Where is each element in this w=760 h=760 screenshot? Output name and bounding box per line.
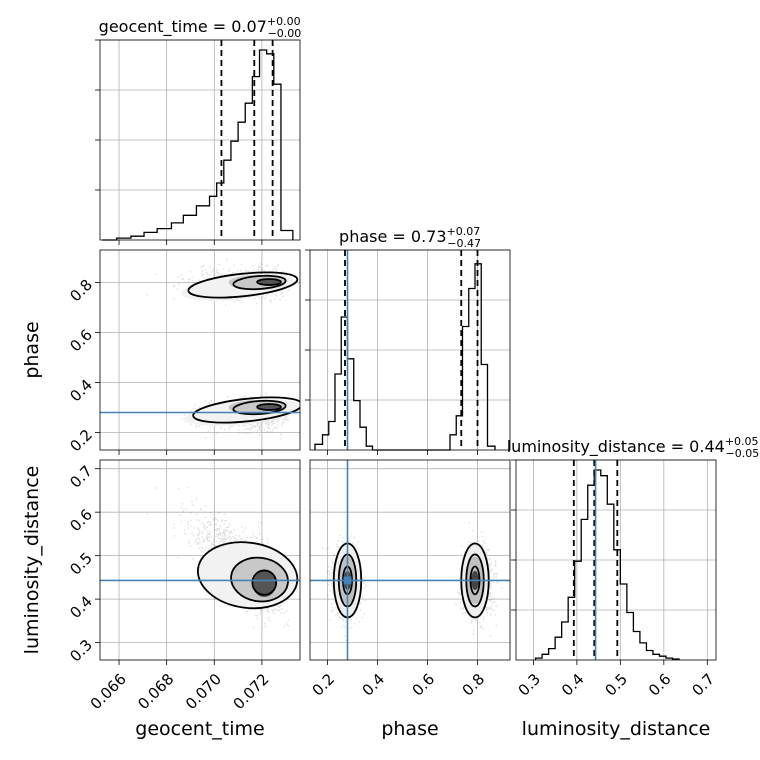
tick-label-y: 0.6 bbox=[66, 505, 96, 535]
title-lower-error: −0.47 bbox=[447, 237, 481, 250]
contour-inner-wrap bbox=[251, 569, 278, 596]
tick-label-x: 0.066 bbox=[87, 670, 130, 713]
tick-label-y: 0.5 bbox=[66, 549, 96, 579]
contour-inner bbox=[256, 278, 282, 286]
histogram-layer bbox=[102, 49, 680, 660]
frame-layer bbox=[95, 39, 717, 665]
contour-mid bbox=[232, 399, 287, 416]
contour-inner-wrap bbox=[256, 278, 282, 286]
axis-label-x: luminosity_distance bbox=[522, 718, 711, 740]
contour-mid-wrap bbox=[232, 274, 287, 291]
tick-label-x: 0.070 bbox=[182, 670, 225, 713]
contour-mid-wrap bbox=[232, 399, 287, 416]
title-lower-error: −0.05 bbox=[726, 447, 760, 460]
title-upper-error: +0.07 bbox=[447, 225, 481, 238]
contour-inner-wrap bbox=[256, 403, 282, 411]
axis-label-y: phase bbox=[21, 321, 43, 378]
tick-label-y: 0.2 bbox=[66, 426, 96, 456]
contour-outer bbox=[196, 541, 299, 610]
histogram-geocent_time bbox=[102, 49, 294, 241]
tick-label-x: 0.4 bbox=[558, 670, 588, 700]
truth-point bbox=[343, 576, 352, 585]
panel-frame bbox=[309, 459, 511, 661]
tick-label-y: 0.3 bbox=[66, 636, 96, 666]
tick-label-x: 0.068 bbox=[134, 670, 177, 713]
title-upper-error: +0.05 bbox=[725, 435, 759, 448]
title-value: luminosity_distance = 0.44 bbox=[507, 437, 725, 457]
title-value: phase = 0.73 bbox=[339, 227, 446, 246]
tick-label-x: 0.072 bbox=[230, 670, 273, 713]
contour-mid bbox=[232, 274, 287, 291]
text-layer: 0.066 0.068 0.070 0.072 0.2 0.4 0.6 0.8 0.3 0.4 0.… bbox=[21, 15, 759, 740]
contour-outer-wrap bbox=[187, 271, 299, 299]
title-upper-error: +0.00 bbox=[267, 15, 301, 28]
axis-label-y: luminosity_distance bbox=[21, 466, 43, 655]
tick-label-x: 0.7 bbox=[688, 670, 718, 700]
contour-mid bbox=[230, 556, 289, 603]
tick-label-y: 0.7 bbox=[66, 462, 96, 492]
contour-mid-wrap bbox=[230, 556, 289, 603]
contour-outer bbox=[187, 271, 299, 299]
contour-outer-wrap bbox=[196, 541, 299, 610]
axis-label-x: geocent_time bbox=[135, 718, 264, 740]
tick-label-x: 0.6 bbox=[645, 670, 675, 700]
panel-title-luminosity_distance: luminosity_distance = 0.44+0.05 −0.05 bbox=[507, 435, 760, 460]
density-core-wrap bbox=[252, 570, 277, 597]
title-value: geocent_time = 0.07 bbox=[99, 17, 267, 37]
tick-label-y: 0.4 bbox=[66, 376, 96, 406]
marker-line-layer bbox=[100, 40, 619, 660]
histogram-luminosity_distance bbox=[534, 469, 680, 660]
panel-title-phase: phase = 0.73+0.07 −0.47 bbox=[339, 225, 481, 250]
density-core bbox=[252, 570, 277, 597]
title-lower-error: −0.00 bbox=[268, 27, 302, 40]
tick-label-y: 0.4 bbox=[66, 592, 96, 622]
contour-inner bbox=[251, 569, 278, 596]
tick-label-x: 0.4 bbox=[359, 670, 389, 700]
tick-label-x: 0.8 bbox=[459, 670, 489, 700]
tick-label-y: 0.6 bbox=[66, 326, 96, 356]
tick-label-y: 0.8 bbox=[66, 276, 96, 306]
grid-layer bbox=[100, 39, 716, 660]
tick-label-x: 0.3 bbox=[515, 670, 545, 700]
panel-frame bbox=[99, 249, 301, 451]
contour-outer-wrap bbox=[192, 396, 300, 424]
axis-label-x: phase bbox=[381, 718, 438, 740]
contour-outer bbox=[192, 396, 300, 424]
tick-label-x: 0.5 bbox=[601, 670, 631, 700]
tick-label-x: 0.2 bbox=[309, 670, 339, 700]
histogram-phase bbox=[314, 263, 496, 451]
panel-frame bbox=[99, 459, 301, 661]
tick-label-x: 0.6 bbox=[409, 670, 439, 700]
panel-title-geocent_time: geocent_time = 0.07+0.00 −0.00 bbox=[99, 15, 302, 40]
contour-inner bbox=[256, 403, 282, 411]
